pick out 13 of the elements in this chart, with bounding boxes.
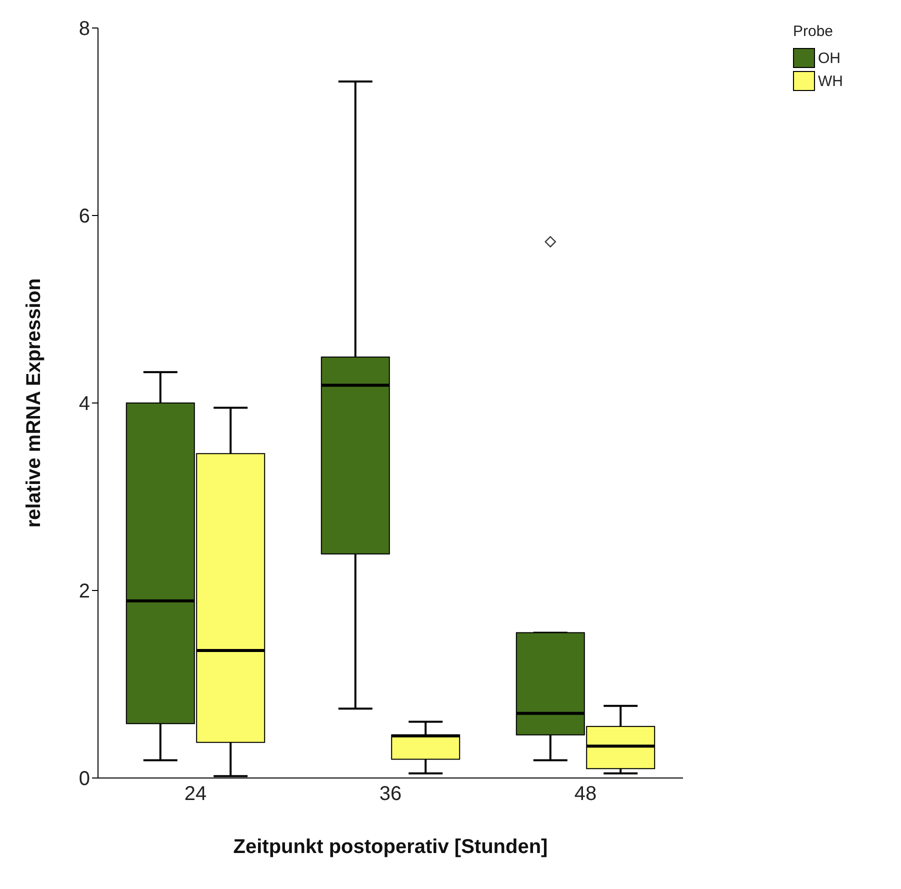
x-axis-title: Zeitpunkt postoperativ [Stunden] bbox=[233, 836, 548, 858]
y-tick-label: 0 bbox=[78, 768, 90, 790]
y-axis-title: relative mRNA Expression bbox=[23, 278, 46, 528]
legend-title: Probe bbox=[793, 23, 834, 40]
y-tick-label: 4 bbox=[78, 393, 90, 416]
y-tick-label: 6 bbox=[78, 206, 90, 228]
legend-label: OH bbox=[818, 50, 840, 66]
y-tick-label: 2 bbox=[78, 580, 90, 603]
y-tick-label: 8 bbox=[78, 18, 90, 40]
legend-label: WH bbox=[818, 72, 843, 90]
x-tick-label: 24 bbox=[184, 783, 207, 806]
x-tick-label: 48 bbox=[574, 783, 597, 806]
x-tick-label: 36 bbox=[379, 783, 402, 806]
